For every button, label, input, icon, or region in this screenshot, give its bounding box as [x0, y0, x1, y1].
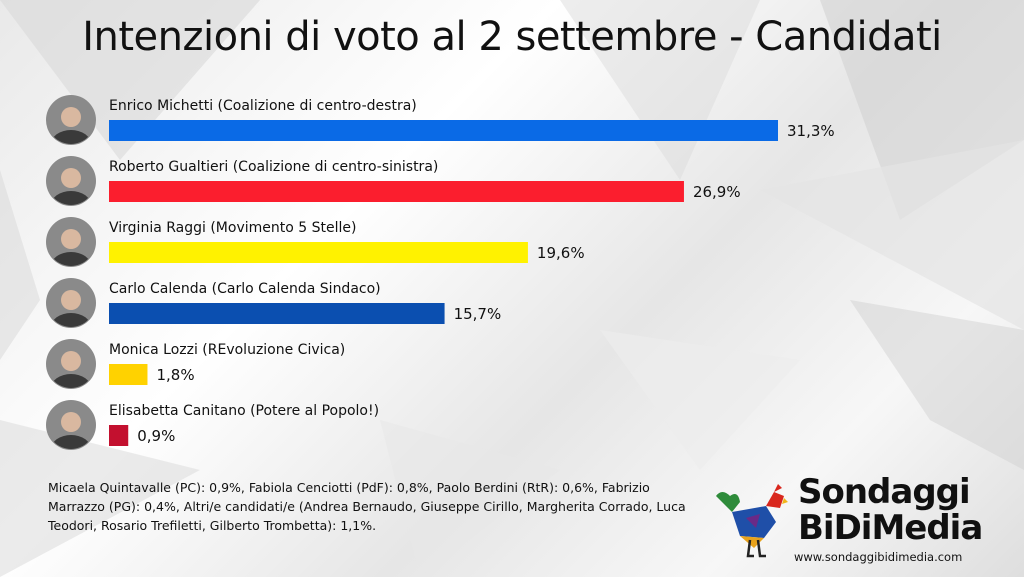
chart-title: Intenzioni di voto al 2 settembre - Cand…: [82, 14, 942, 60]
bar-label: Carlo Calenda (Carlo Calenda Sindaco): [109, 281, 381, 297]
bar: [109, 425, 129, 446]
avatar-silhouette: [51, 107, 91, 144]
bar-label: Virginia Raggi (Movimento 5 Stelle): [109, 220, 356, 236]
bar: [109, 364, 148, 385]
brand-url[interactable]: www.sondaggibidimedia.com: [794, 550, 963, 564]
avatar-silhouette: [51, 168, 91, 205]
data-label: 26,9%: [693, 183, 741, 201]
brand-logo: Sondaggi BiDiMedia www.sondaggibidimedia…: [710, 472, 1010, 574]
bar: [109, 120, 778, 141]
bar-label: Monica Lozzi (REvoluzione Civica): [109, 342, 345, 358]
avatar-silhouette: [51, 412, 91, 449]
bar-chart: Enrico Michetti (Coalizione di centro-de…: [46, 95, 835, 450]
data-label: 15,7%: [454, 305, 502, 323]
footnote: Micaela Quintavalle (PC): 0,9%, Fabiola …: [48, 480, 686, 533]
bar-label: Roberto Gualtieri (Coalizione di centro-…: [109, 159, 438, 175]
data-label: 1,8%: [156, 366, 194, 384]
brand-name-line2: BiDiMedia: [798, 508, 983, 548]
bar: [109, 181, 684, 202]
bar: [109, 303, 445, 324]
data-label: 0,9%: [137, 427, 175, 445]
bar: [109, 242, 528, 263]
avatar-silhouette: [51, 229, 91, 266]
rooster-logo-icon: [716, 484, 788, 558]
bar-label: Enrico Michetti (Coalizione di centro-de…: [109, 98, 417, 114]
brand-name-line1: Sondaggi: [798, 472, 971, 512]
avatar-silhouette: [51, 290, 91, 327]
data-label: 31,3%: [787, 122, 835, 140]
bar-label: Elisabetta Canitano (Potere al Popolo!): [109, 403, 379, 419]
data-label: 19,6%: [537, 244, 585, 262]
avatar-silhouette: [51, 351, 91, 388]
